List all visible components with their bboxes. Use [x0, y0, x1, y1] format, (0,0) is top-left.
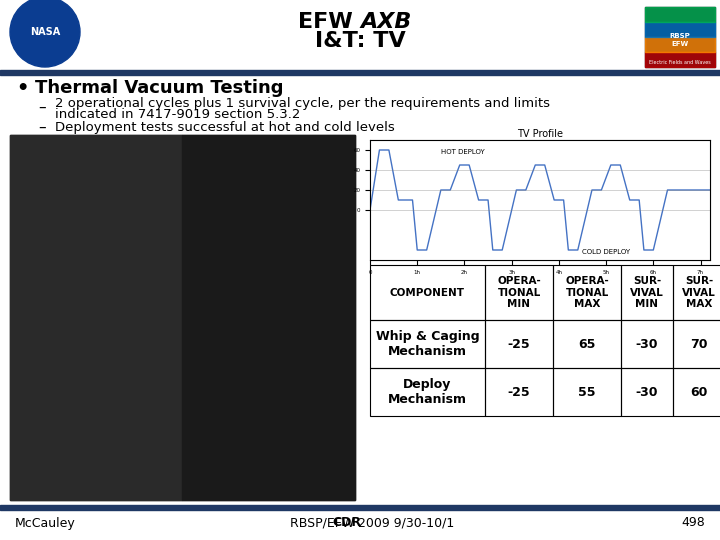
Text: HOT DEPLOY: HOT DEPLOY — [441, 149, 485, 155]
Text: COMPONENT: COMPONENT — [390, 287, 465, 298]
Bar — [645, 22, 715, 37]
Bar — [673, 320, 720, 368]
Bar — [645, 52, 715, 67]
Bar — [182, 135, 355, 500]
Bar — [673, 265, 720, 320]
Bar — [10, 135, 355, 500]
Bar — [621, 320, 673, 368]
Text: indicated in 7417-9019 section 5.3.2: indicated in 7417-9019 section 5.3.2 — [55, 107, 300, 120]
Text: 2009 9/30-10/1: 2009 9/30-10/1 — [354, 516, 454, 530]
Text: 2 operational cycles plus 1 survival cycle, per the requirements and limits: 2 operational cycles plus 1 survival cyc… — [55, 97, 550, 110]
Bar — [10, 135, 182, 500]
Text: COLD DEPLOY: COLD DEPLOY — [582, 249, 631, 255]
Bar — [0, 0, 720, 70]
Text: Electric Fields and Waves: Electric Fields and Waves — [649, 59, 711, 64]
Bar — [553, 320, 621, 368]
Bar — [485, 265, 553, 320]
Text: Deployment tests successful at hot and cold levels: Deployment tests successful at hot and c… — [55, 120, 395, 133]
Bar — [485, 320, 553, 368]
Text: 60: 60 — [690, 386, 708, 399]
Circle shape — [10, 0, 80, 67]
Bar — [621, 368, 673, 416]
Text: 70: 70 — [690, 338, 708, 350]
Text: Deploy
Mechanism: Deploy Mechanism — [388, 378, 467, 406]
Text: OPERA-
TIONAL
MIN: OPERA- TIONAL MIN — [497, 276, 541, 309]
Text: Whip & Caging
Mechanism: Whip & Caging Mechanism — [376, 330, 480, 358]
Bar — [485, 368, 553, 416]
Bar — [0, 505, 720, 510]
Text: McCauley: McCauley — [15, 516, 76, 530]
Bar — [370, 140, 710, 260]
Text: RBSP
EFW: RBSP EFW — [670, 33, 690, 46]
Text: NASA: NASA — [30, 27, 60, 37]
Text: -25: -25 — [508, 386, 531, 399]
Bar — [0, 70, 720, 75]
Text: EFW: EFW — [297, 12, 360, 32]
Text: Thermal Vacuum Testing: Thermal Vacuum Testing — [35, 79, 284, 97]
Bar — [645, 7, 715, 67]
Bar — [553, 368, 621, 416]
Text: 65: 65 — [578, 338, 595, 350]
Text: •: • — [16, 78, 28, 98]
Text: CDR: CDR — [332, 516, 361, 530]
Text: SUR-
VIVAL
MAX: SUR- VIVAL MAX — [682, 276, 716, 309]
Text: RBSP/EFW: RBSP/EFW — [290, 516, 359, 530]
Text: –: – — [38, 119, 46, 134]
Bar — [370, 368, 485, 416]
Bar — [673, 368, 720, 416]
Text: I&T: TV: I&T: TV — [315, 31, 405, 51]
Text: 498: 498 — [681, 516, 705, 530]
Text: 55: 55 — [578, 386, 595, 399]
Text: -30: -30 — [636, 386, 658, 399]
Bar — [553, 265, 621, 320]
Text: AXB: AXB — [360, 12, 411, 32]
Bar — [645, 37, 715, 52]
Text: OPERA-
TIONAL
MAX: OPERA- TIONAL MAX — [565, 276, 609, 309]
Bar — [621, 265, 673, 320]
Text: -25: -25 — [508, 338, 531, 350]
Text: –: – — [38, 99, 46, 114]
Text: -30: -30 — [636, 338, 658, 350]
Text: SUR-
VIVAL
MIN: SUR- VIVAL MIN — [630, 276, 664, 309]
Bar — [645, 7, 715, 22]
Title: TV Profile: TV Profile — [517, 129, 563, 139]
Bar — [370, 320, 485, 368]
Bar — [370, 265, 485, 320]
